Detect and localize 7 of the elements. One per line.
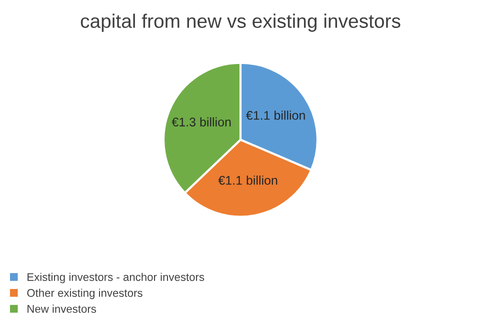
legend-label: Existing investors - anchor investors bbox=[28, 272, 204, 284]
data-label: €1.3 billion bbox=[172, 117, 231, 126]
data-label: €1.1 billion bbox=[218, 176, 278, 185]
legend-label: New investors bbox=[28, 304, 96, 313]
legend-label: Other existing investors bbox=[27, 288, 142, 300]
chart-title: capital from new vs existing investors bbox=[80, 14, 400, 32]
data-label: €1.1 billion bbox=[246, 110, 305, 120]
